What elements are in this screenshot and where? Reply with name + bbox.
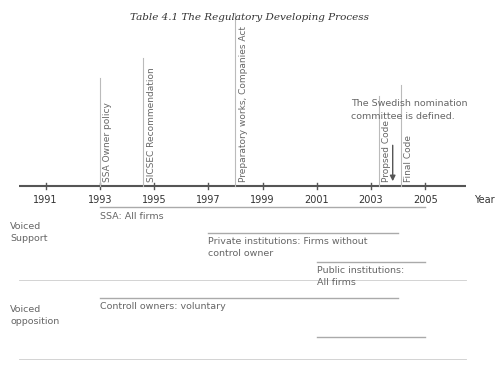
Text: Voiced
opposition: Voiced opposition xyxy=(10,305,60,326)
Text: Propsed Code: Propsed Code xyxy=(382,120,391,182)
Text: 1997: 1997 xyxy=(196,195,221,205)
Text: Preparatory works, Companies Act: Preparatory works, Companies Act xyxy=(239,26,248,182)
Text: SICSEC Recommendation: SICSEC Recommendation xyxy=(146,67,155,182)
Text: SSA Owner policy: SSA Owner policy xyxy=(103,102,112,182)
Text: Final Code: Final Code xyxy=(404,135,413,182)
Text: The Swedish nomination
committee is defined.: The Swedish nomination committee is defi… xyxy=(351,99,467,121)
Text: 1995: 1995 xyxy=(142,195,166,205)
Text: 1999: 1999 xyxy=(250,195,275,205)
Text: Table 4.1 The Regulatory Developing Process: Table 4.1 The Regulatory Developing Proc… xyxy=(129,13,369,22)
Text: 1991: 1991 xyxy=(33,195,58,205)
Text: 2001: 2001 xyxy=(304,195,329,205)
Text: Voiced
Support: Voiced Support xyxy=(10,222,48,244)
Text: 1993: 1993 xyxy=(88,195,112,205)
Text: Year: Year xyxy=(474,195,495,205)
Text: SSA: All firms: SSA: All firms xyxy=(100,212,163,221)
Text: Private institutions: Firms without
control owner: Private institutions: Firms without cont… xyxy=(208,237,368,258)
Text: Controll owners: voluntary: Controll owners: voluntary xyxy=(100,302,226,311)
Text: 2005: 2005 xyxy=(413,195,438,205)
Text: Public institutions:
All firms: Public institutions: All firms xyxy=(317,266,404,287)
Text: 2003: 2003 xyxy=(359,195,383,205)
